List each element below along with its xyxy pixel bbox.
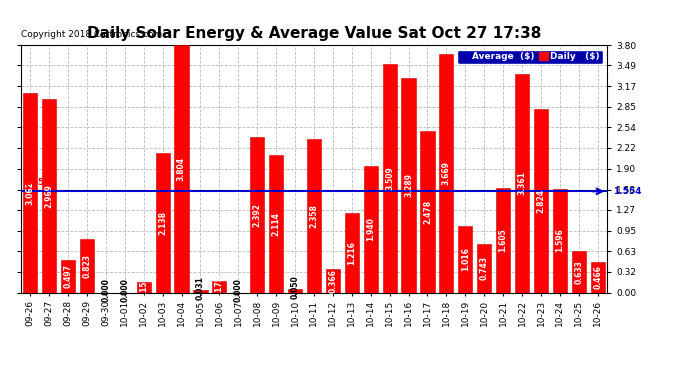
Bar: [591, 262, 605, 292]
Bar: [553, 189, 567, 292]
Bar: [420, 131, 435, 292]
Bar: [402, 78, 415, 292]
Text: 1.605: 1.605: [499, 228, 508, 252]
Text: 0.497: 0.497: [63, 264, 72, 288]
Text: 0.743: 0.743: [480, 256, 489, 280]
Bar: [477, 244, 491, 292]
Text: 1.016: 1.016: [461, 248, 470, 272]
Bar: [288, 289, 302, 292]
Bar: [326, 268, 340, 292]
Text: 2.114: 2.114: [272, 212, 281, 236]
Text: 0.823: 0.823: [82, 254, 91, 278]
Text: 0.366: 0.366: [328, 268, 337, 292]
Bar: [42, 99, 56, 292]
Bar: [364, 166, 378, 292]
Text: 2.478: 2.478: [423, 200, 432, 224]
Text: 2.392: 2.392: [253, 202, 262, 226]
Title: Daily Solar Energy & Average Value Sat Oct 27 17:38: Daily Solar Energy & Average Value Sat O…: [87, 26, 541, 41]
Bar: [534, 109, 548, 292]
Text: 0.633: 0.633: [574, 260, 583, 284]
Bar: [458, 226, 473, 292]
Text: Copyright 2018 Cartronics.com: Copyright 2018 Cartronics.com: [21, 30, 162, 39]
Bar: [345, 213, 359, 292]
Bar: [137, 282, 151, 292]
Bar: [193, 291, 208, 292]
Text: 3.062: 3.062: [26, 181, 34, 205]
Bar: [440, 54, 453, 292]
Text: 3.289: 3.289: [404, 173, 413, 197]
Text: 3.509: 3.509: [385, 166, 394, 190]
Text: 3.361: 3.361: [518, 171, 526, 195]
Text: 2.358: 2.358: [309, 204, 319, 228]
Text: 1.554: 1.554: [21, 178, 50, 188]
Text: 1.596: 1.596: [555, 229, 564, 252]
Text: 0.000: 0.000: [120, 278, 129, 302]
Bar: [155, 153, 170, 292]
Text: 3.669: 3.669: [442, 161, 451, 185]
Bar: [496, 188, 510, 292]
Text: 2.138: 2.138: [158, 211, 167, 235]
Text: 0.000: 0.000: [101, 278, 110, 302]
Text: 1.554: 1.554: [613, 187, 642, 196]
Bar: [23, 93, 37, 292]
Bar: [515, 74, 529, 292]
Bar: [269, 155, 283, 292]
Bar: [213, 281, 226, 292]
Bar: [80, 239, 94, 292]
Text: 0.050: 0.050: [290, 275, 299, 298]
Bar: [61, 260, 75, 292]
Text: 3.804: 3.804: [177, 157, 186, 181]
Text: 1.940: 1.940: [366, 217, 375, 241]
Bar: [572, 251, 586, 292]
Bar: [250, 137, 264, 292]
Text: 0.000: 0.000: [234, 278, 243, 302]
Bar: [307, 139, 321, 292]
Text: 2.969: 2.969: [45, 184, 54, 208]
Bar: [382, 64, 397, 292]
Text: 2.824: 2.824: [537, 189, 546, 213]
Text: 0.031: 0.031: [196, 276, 205, 300]
Text: 0.466: 0.466: [593, 266, 602, 289]
Text: 0.175: 0.175: [215, 275, 224, 299]
Text: 0.157: 0.157: [139, 276, 148, 299]
Text: 1.216: 1.216: [347, 241, 356, 265]
Bar: [175, 45, 188, 292]
Legend: Average  ($), Daily   ($): Average ($), Daily ($): [457, 50, 602, 64]
